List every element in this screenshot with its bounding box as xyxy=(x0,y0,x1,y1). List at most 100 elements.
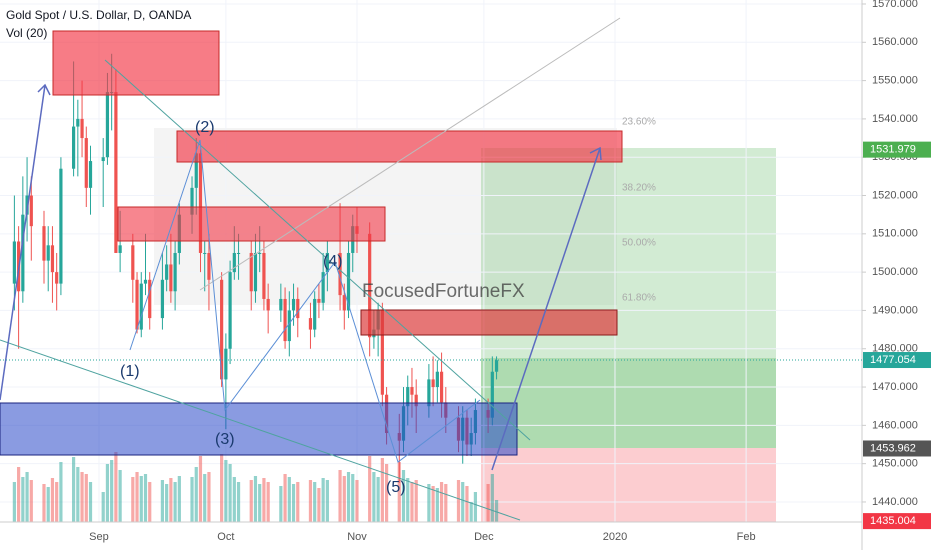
volume-bar xyxy=(287,477,291,522)
candle-body xyxy=(431,379,435,388)
price-label-box xyxy=(863,141,931,158)
volume-bar xyxy=(232,477,236,522)
chart-title: Gold Spot / U.S. Dollar, D, OANDA xyxy=(6,8,191,22)
supply-zone xyxy=(52,30,220,96)
price-label: 1453.962 xyxy=(870,442,916,454)
candle-body xyxy=(494,360,499,372)
fib-label: 61.80% xyxy=(622,293,656,304)
price-label-box xyxy=(863,352,931,369)
y-tick-label: 1570.000 xyxy=(872,0,918,10)
arrow-head xyxy=(589,146,602,161)
candle-body xyxy=(253,252,258,292)
x-tick-label: Dec xyxy=(474,531,494,543)
candle-body xyxy=(88,161,93,188)
volume-bar xyxy=(473,492,478,522)
candle-body xyxy=(194,153,198,188)
y-tick-label: 1500.000 xyxy=(872,266,918,278)
candle-body xyxy=(368,233,372,338)
volume-bar xyxy=(177,476,181,522)
candle-body xyxy=(258,252,262,254)
price-label: 1531.979 xyxy=(870,144,916,156)
supply-zone xyxy=(360,309,618,336)
candle-body xyxy=(148,279,152,319)
candle-body xyxy=(232,252,236,273)
candle-body xyxy=(287,310,291,342)
volume-bar xyxy=(325,480,329,522)
candle-body xyxy=(203,252,207,254)
x-tick-label: 2020 xyxy=(603,531,627,543)
volume-bar xyxy=(291,484,296,522)
candle-body xyxy=(279,298,283,311)
volume-bar xyxy=(346,472,351,522)
volume-bar xyxy=(431,486,435,522)
volume-bar xyxy=(194,467,198,522)
volume-bar xyxy=(50,478,55,522)
volume-bar xyxy=(55,482,59,522)
candle-body xyxy=(84,138,88,188)
candle-body xyxy=(21,214,25,292)
candle-body xyxy=(427,379,431,407)
candle-body xyxy=(414,394,418,407)
volume-bar xyxy=(376,477,380,522)
candle-body xyxy=(406,387,410,407)
volume-bar xyxy=(203,474,207,522)
volume-bar xyxy=(351,474,355,522)
volume-bar xyxy=(84,474,88,522)
y-tick-label: 1510.000 xyxy=(872,228,918,240)
candle-body xyxy=(101,157,105,162)
volume-bar xyxy=(342,476,346,522)
y-tick-label: 1470.000 xyxy=(872,381,918,393)
wave-label: (3) xyxy=(215,431,235,448)
volume-bar xyxy=(435,488,439,522)
volume-bar xyxy=(469,502,473,522)
volume-bar xyxy=(410,482,414,522)
volume-bar xyxy=(427,484,431,522)
price-label: 1435.004 xyxy=(870,515,916,527)
candle-body xyxy=(46,245,50,261)
wave-label: (5) xyxy=(386,479,406,496)
arrow-head xyxy=(37,83,51,96)
volume-bar xyxy=(118,470,122,522)
volume-bar xyxy=(444,484,448,522)
volume-bar xyxy=(71,457,76,522)
candle-body xyxy=(139,283,143,330)
candle-body xyxy=(236,252,241,254)
volume-bar xyxy=(29,480,33,522)
price-label-box xyxy=(863,513,931,530)
volume-bar xyxy=(380,458,384,522)
fib-label: 38.20% xyxy=(622,183,656,194)
volume-bar xyxy=(80,472,84,522)
volume-bar xyxy=(25,472,29,522)
candle-body xyxy=(173,252,177,292)
candle-body xyxy=(342,295,346,311)
volume-bar xyxy=(131,477,135,522)
volume-bar xyxy=(461,482,465,522)
volume-bar xyxy=(76,467,80,522)
volume-bar xyxy=(308,480,313,522)
volume-bar xyxy=(456,480,461,522)
volume-bar xyxy=(486,484,490,522)
candle-body xyxy=(135,279,139,330)
price-label: 1477.054 xyxy=(870,354,916,366)
volume-bar xyxy=(253,476,258,522)
candle-body xyxy=(325,252,329,273)
candle-body xyxy=(266,298,270,311)
candle-body xyxy=(118,245,122,253)
y-tick-label: 1540.000 xyxy=(872,113,918,125)
candle-body xyxy=(321,272,325,303)
volume-bar xyxy=(12,482,16,522)
candle-body xyxy=(228,272,232,349)
watermark: FocusedFortuneFX xyxy=(362,281,525,302)
candle-body xyxy=(313,298,317,330)
volume-bar xyxy=(105,464,110,522)
price-label-box xyxy=(863,440,931,457)
volume-bar xyxy=(283,474,287,522)
volume-bar xyxy=(372,472,376,522)
candle-body xyxy=(291,298,296,311)
candle-body xyxy=(198,153,203,253)
volume-bar xyxy=(114,452,118,522)
volume-bar xyxy=(143,474,148,522)
volume-bar xyxy=(258,484,262,522)
candle-body xyxy=(42,226,46,261)
candle-body xyxy=(249,252,253,292)
